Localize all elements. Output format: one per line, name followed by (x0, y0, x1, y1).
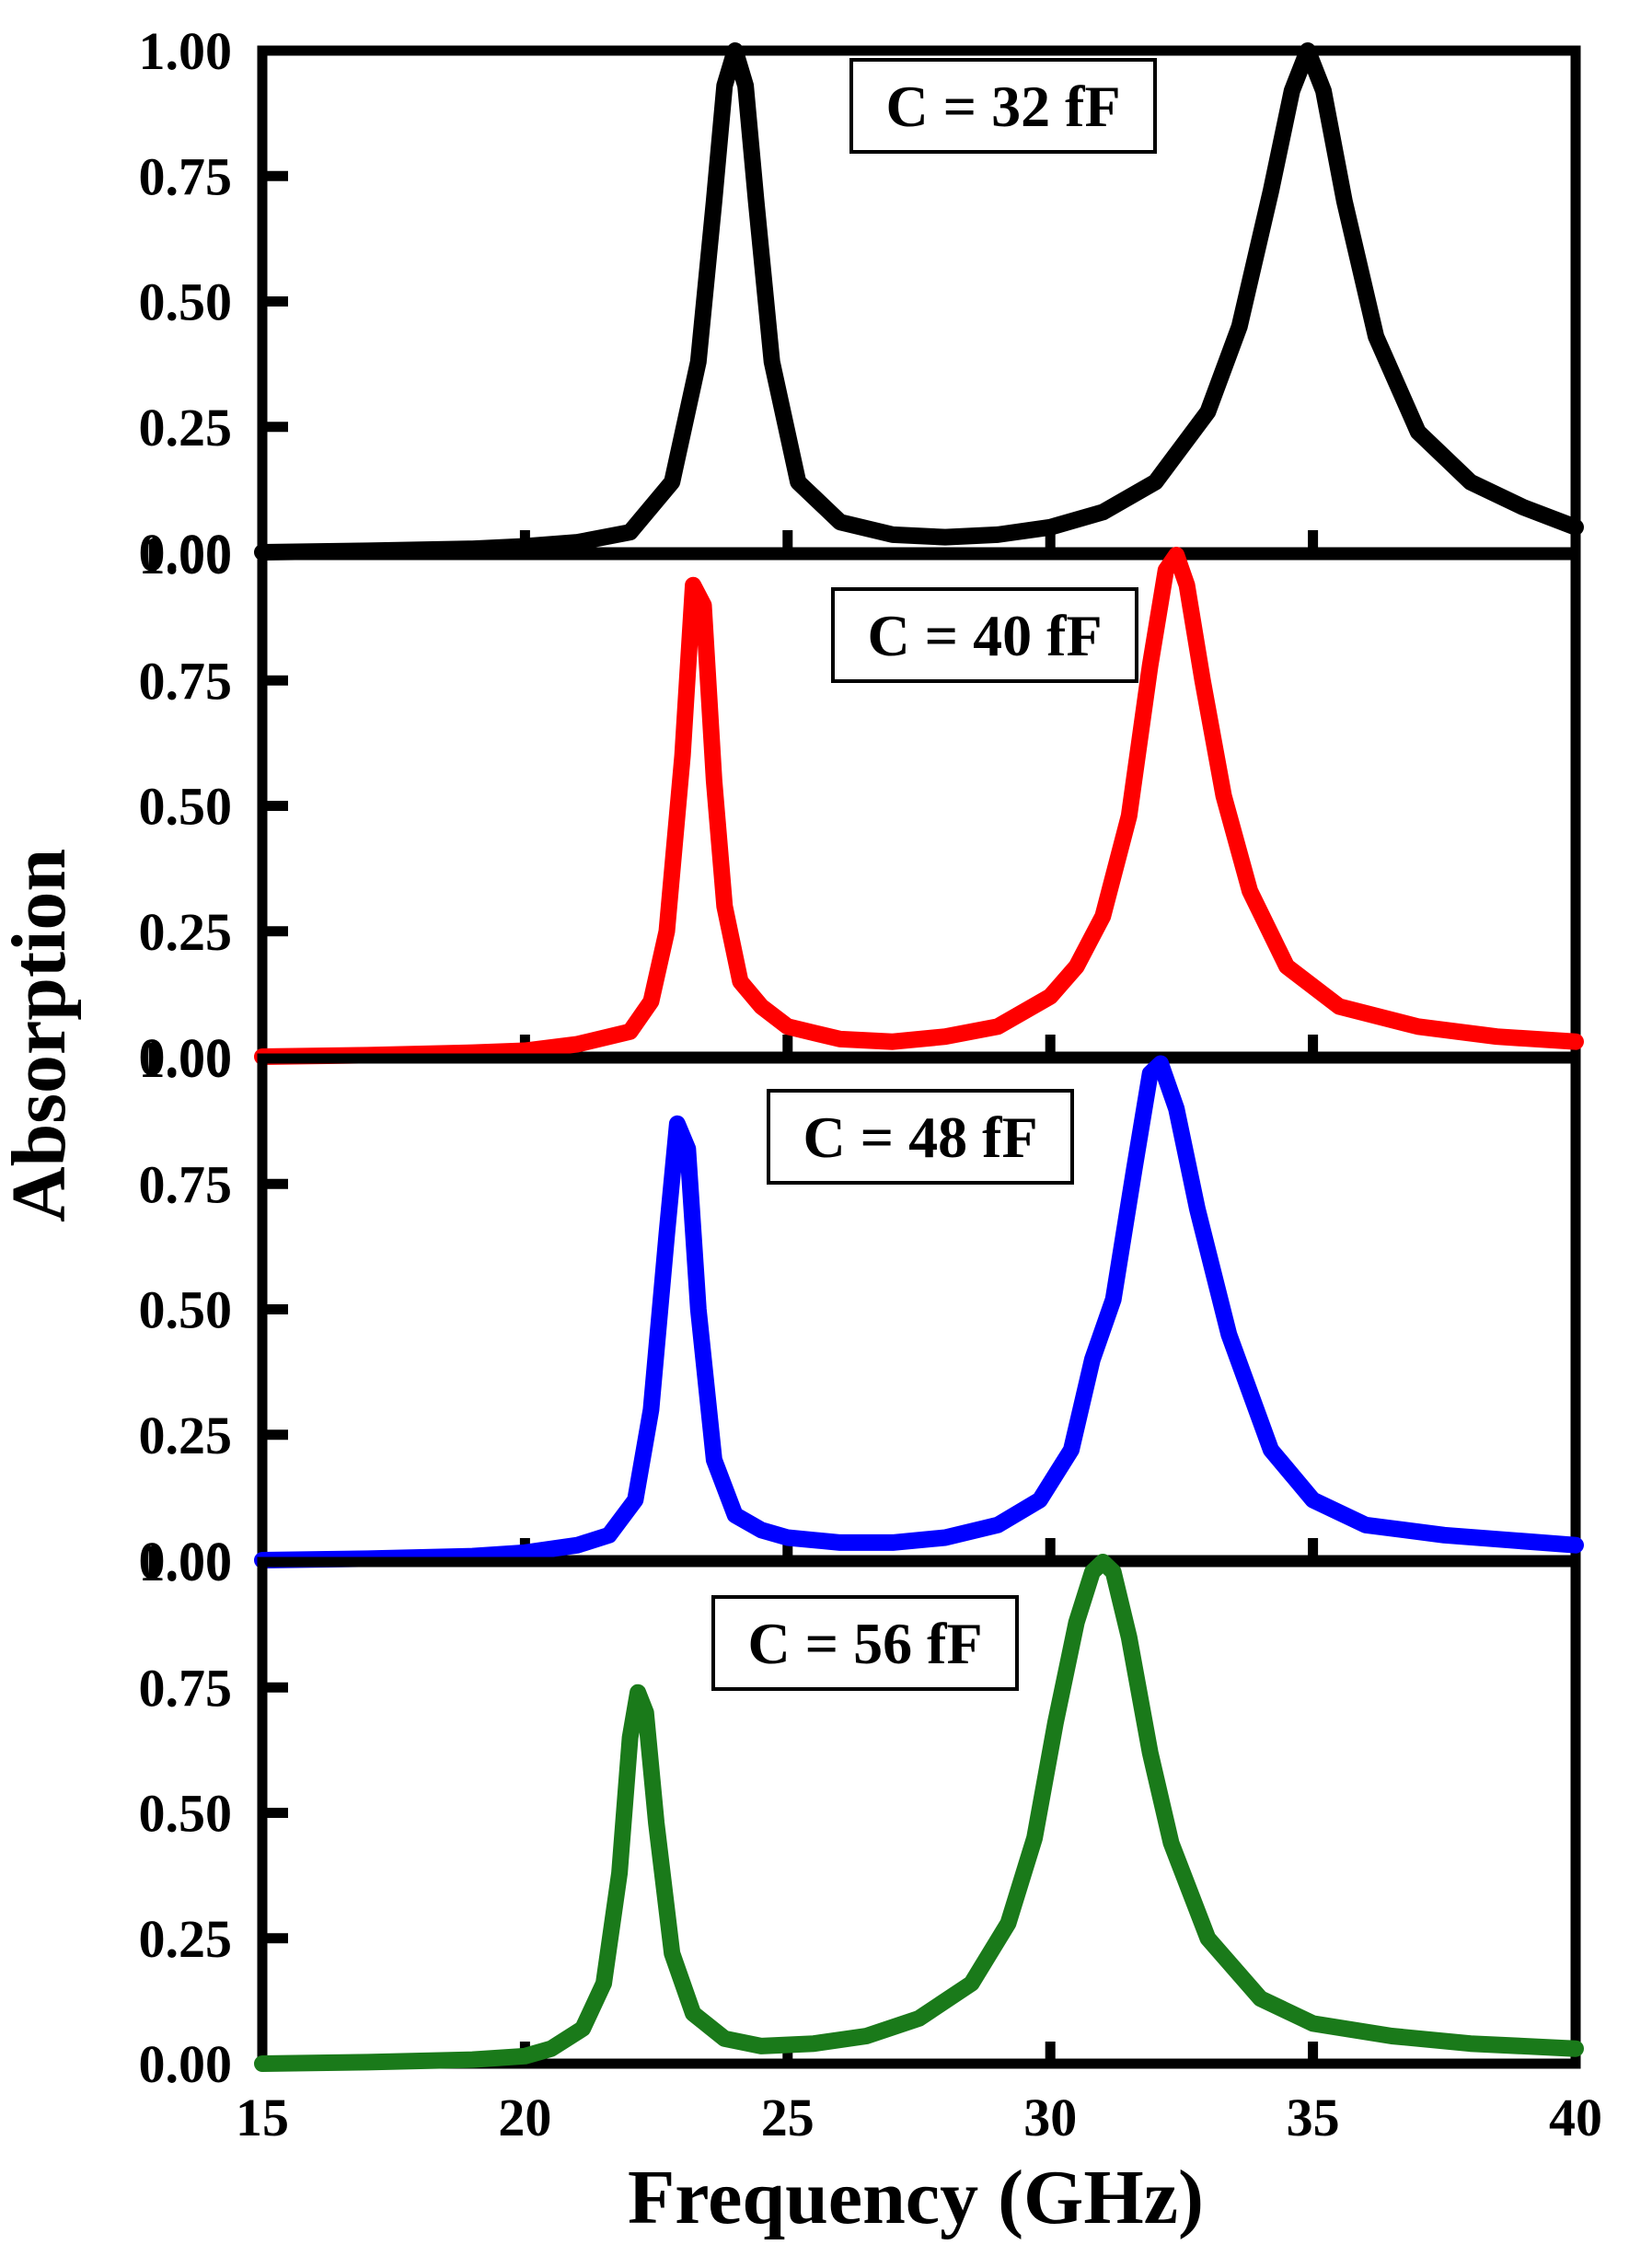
panel-2: 0.00 0.25 0.50 0.75 1.00 C = 40 fF (139, 526, 1584, 1087)
y-tick-label: 0.75 (139, 1154, 233, 1214)
x-tick-label: 20 (498, 2088, 551, 2147)
x-tick-label: 35 (1287, 2088, 1340, 2147)
y-tick-label: 0.50 (139, 1280, 233, 1340)
legend-label: C = 56 fF (747, 1611, 982, 1676)
y-tick-label: 0.25 (139, 902, 233, 962)
panel-1: 0.00 0.25 0.50 0.75 1.00 C = 32 fF (139, 21, 1584, 583)
y-tick-label: 1.00 (139, 21, 233, 81)
y-tick-label: 0.25 (139, 1909, 233, 1969)
x-tick-label: 25 (761, 2088, 814, 2147)
x-tick-label: 30 (1023, 2088, 1077, 2147)
y-tick-label: 0.50 (139, 777, 233, 837)
y-tick-label: 0.50 (139, 272, 233, 332)
y-tick-label: 0.25 (139, 1406, 233, 1465)
legend-box (711, 1595, 1019, 1691)
x-tick-label: 15 (236, 2088, 289, 2147)
series-line (254, 42, 1584, 561)
y-axis-title: Absorption (0, 849, 82, 1222)
legend-label: C = 32 fF (885, 74, 1120, 139)
legend-label: C = 48 fF (803, 1105, 1037, 1170)
legend-box (849, 58, 1157, 154)
legend-box (831, 587, 1138, 683)
y-tick-label: 0.00 (139, 1027, 233, 1087)
x-tick-label: 40 (1549, 2088, 1602, 2147)
y-tick-label: 0.50 (139, 1784, 233, 1844)
series-line (254, 1055, 1584, 1568)
y-tick-label: 1.00 (139, 526, 233, 585)
legend-label: C = 40 fF (867, 603, 1102, 668)
y-tick-label: 1.00 (139, 1029, 233, 1089)
series-line (254, 547, 1584, 1065)
series-line (254, 1554, 1584, 2072)
y-tick-label: 0.00 (139, 523, 233, 583)
legend-box (767, 1089, 1074, 1185)
y-tick-label: 0.75 (139, 146, 233, 206)
x-axis-title: Frequency (GHz) (628, 2155, 1204, 2240)
panel-3: 0.00 0.25 0.50 0.75 1.00 C = 48 fF (139, 1029, 1584, 1591)
y-tick-label: 0.75 (139, 651, 233, 711)
y-tick-label: 0.75 (139, 1658, 233, 1718)
chart-panels: 0.00 0.25 0.50 0.75 1.00 C = 32 fF 0.00 0.25 0.5… (139, 21, 1603, 2147)
y-tick-label: 0.00 (139, 1531, 233, 1591)
y-tick-label: 0.25 (139, 398, 233, 457)
y-tick-label: 0.00 (139, 2034, 233, 2094)
y-tick-label: 1.00 (139, 1533, 233, 1592)
panel-4: 0.00 0.25 0.50 0.75 1.00 C = 56 fF (139, 1533, 1584, 2094)
